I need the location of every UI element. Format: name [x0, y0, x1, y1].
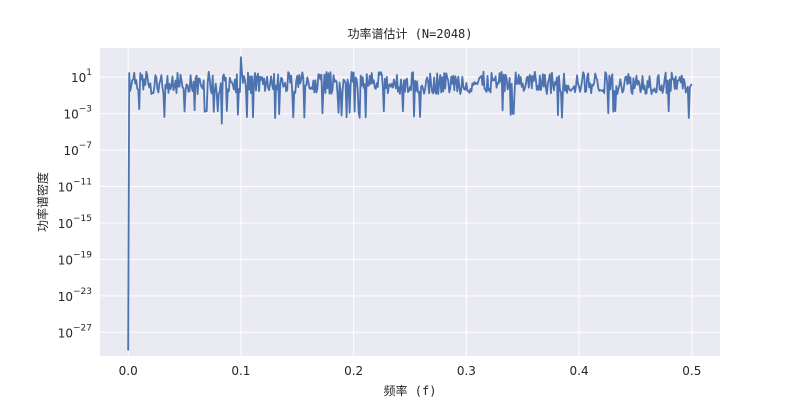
- x-tick-label: 0.2: [344, 364, 363, 378]
- y-tick-label: 10−3: [63, 105, 92, 122]
- x-tick-label: 0.5: [682, 364, 701, 378]
- y-tick-base: 10: [58, 217, 73, 231]
- y-tick-base: 10: [71, 71, 86, 85]
- x-axis-ticks: 0.0 0.1 0.2 0.3 0.4 0.5: [119, 364, 702, 378]
- y-tick-exponent: −15: [73, 214, 92, 224]
- y-tick-base: 10: [58, 253, 73, 267]
- grid: [100, 48, 720, 356]
- y-tick-exponent: −3: [79, 105, 92, 115]
- y-tick-exponent: −23: [73, 287, 92, 297]
- y-tick-base: 10: [58, 181, 73, 195]
- y-tick-base: 10: [58, 290, 73, 304]
- y-axis-label: 功率谱密度: [35, 172, 50, 232]
- x-tick-label: 0.3: [457, 364, 476, 378]
- x-tick-label: 0.4: [570, 364, 589, 378]
- x-tick-label: 0.1: [231, 364, 250, 378]
- y-tick-label: 10−15: [58, 214, 92, 231]
- y-tick-exponent: −7: [79, 141, 92, 151]
- plot-background: [100, 48, 720, 356]
- y-tick-base: 10: [63, 144, 78, 158]
- y-tick-label: 10−23: [58, 287, 92, 304]
- y-tick-exponent: −11: [73, 178, 92, 188]
- y-tick-exponent: −27: [73, 323, 92, 333]
- y-tick-exponent: 1: [86, 68, 92, 78]
- series-group: [127, 56, 693, 351]
- y-tick-label: 10−27: [58, 323, 92, 340]
- x-tick-label: 0.0: [119, 364, 138, 378]
- chart-title: 功率谱估计 (N=2048): [347, 26, 472, 41]
- y-tick-exponent: −19: [73, 250, 92, 260]
- y-tick-base: 10: [58, 326, 73, 340]
- y-tick-base: 10: [63, 108, 78, 122]
- psd-series-line: [127, 56, 693, 351]
- y-tick-label: 10−11: [58, 178, 92, 195]
- y-tick-label: 101: [71, 68, 92, 85]
- x-axis-label: 频率 (f): [384, 383, 437, 398]
- y-tick-label: 10−7: [63, 141, 92, 158]
- y-tick-label: 10−19: [58, 250, 93, 267]
